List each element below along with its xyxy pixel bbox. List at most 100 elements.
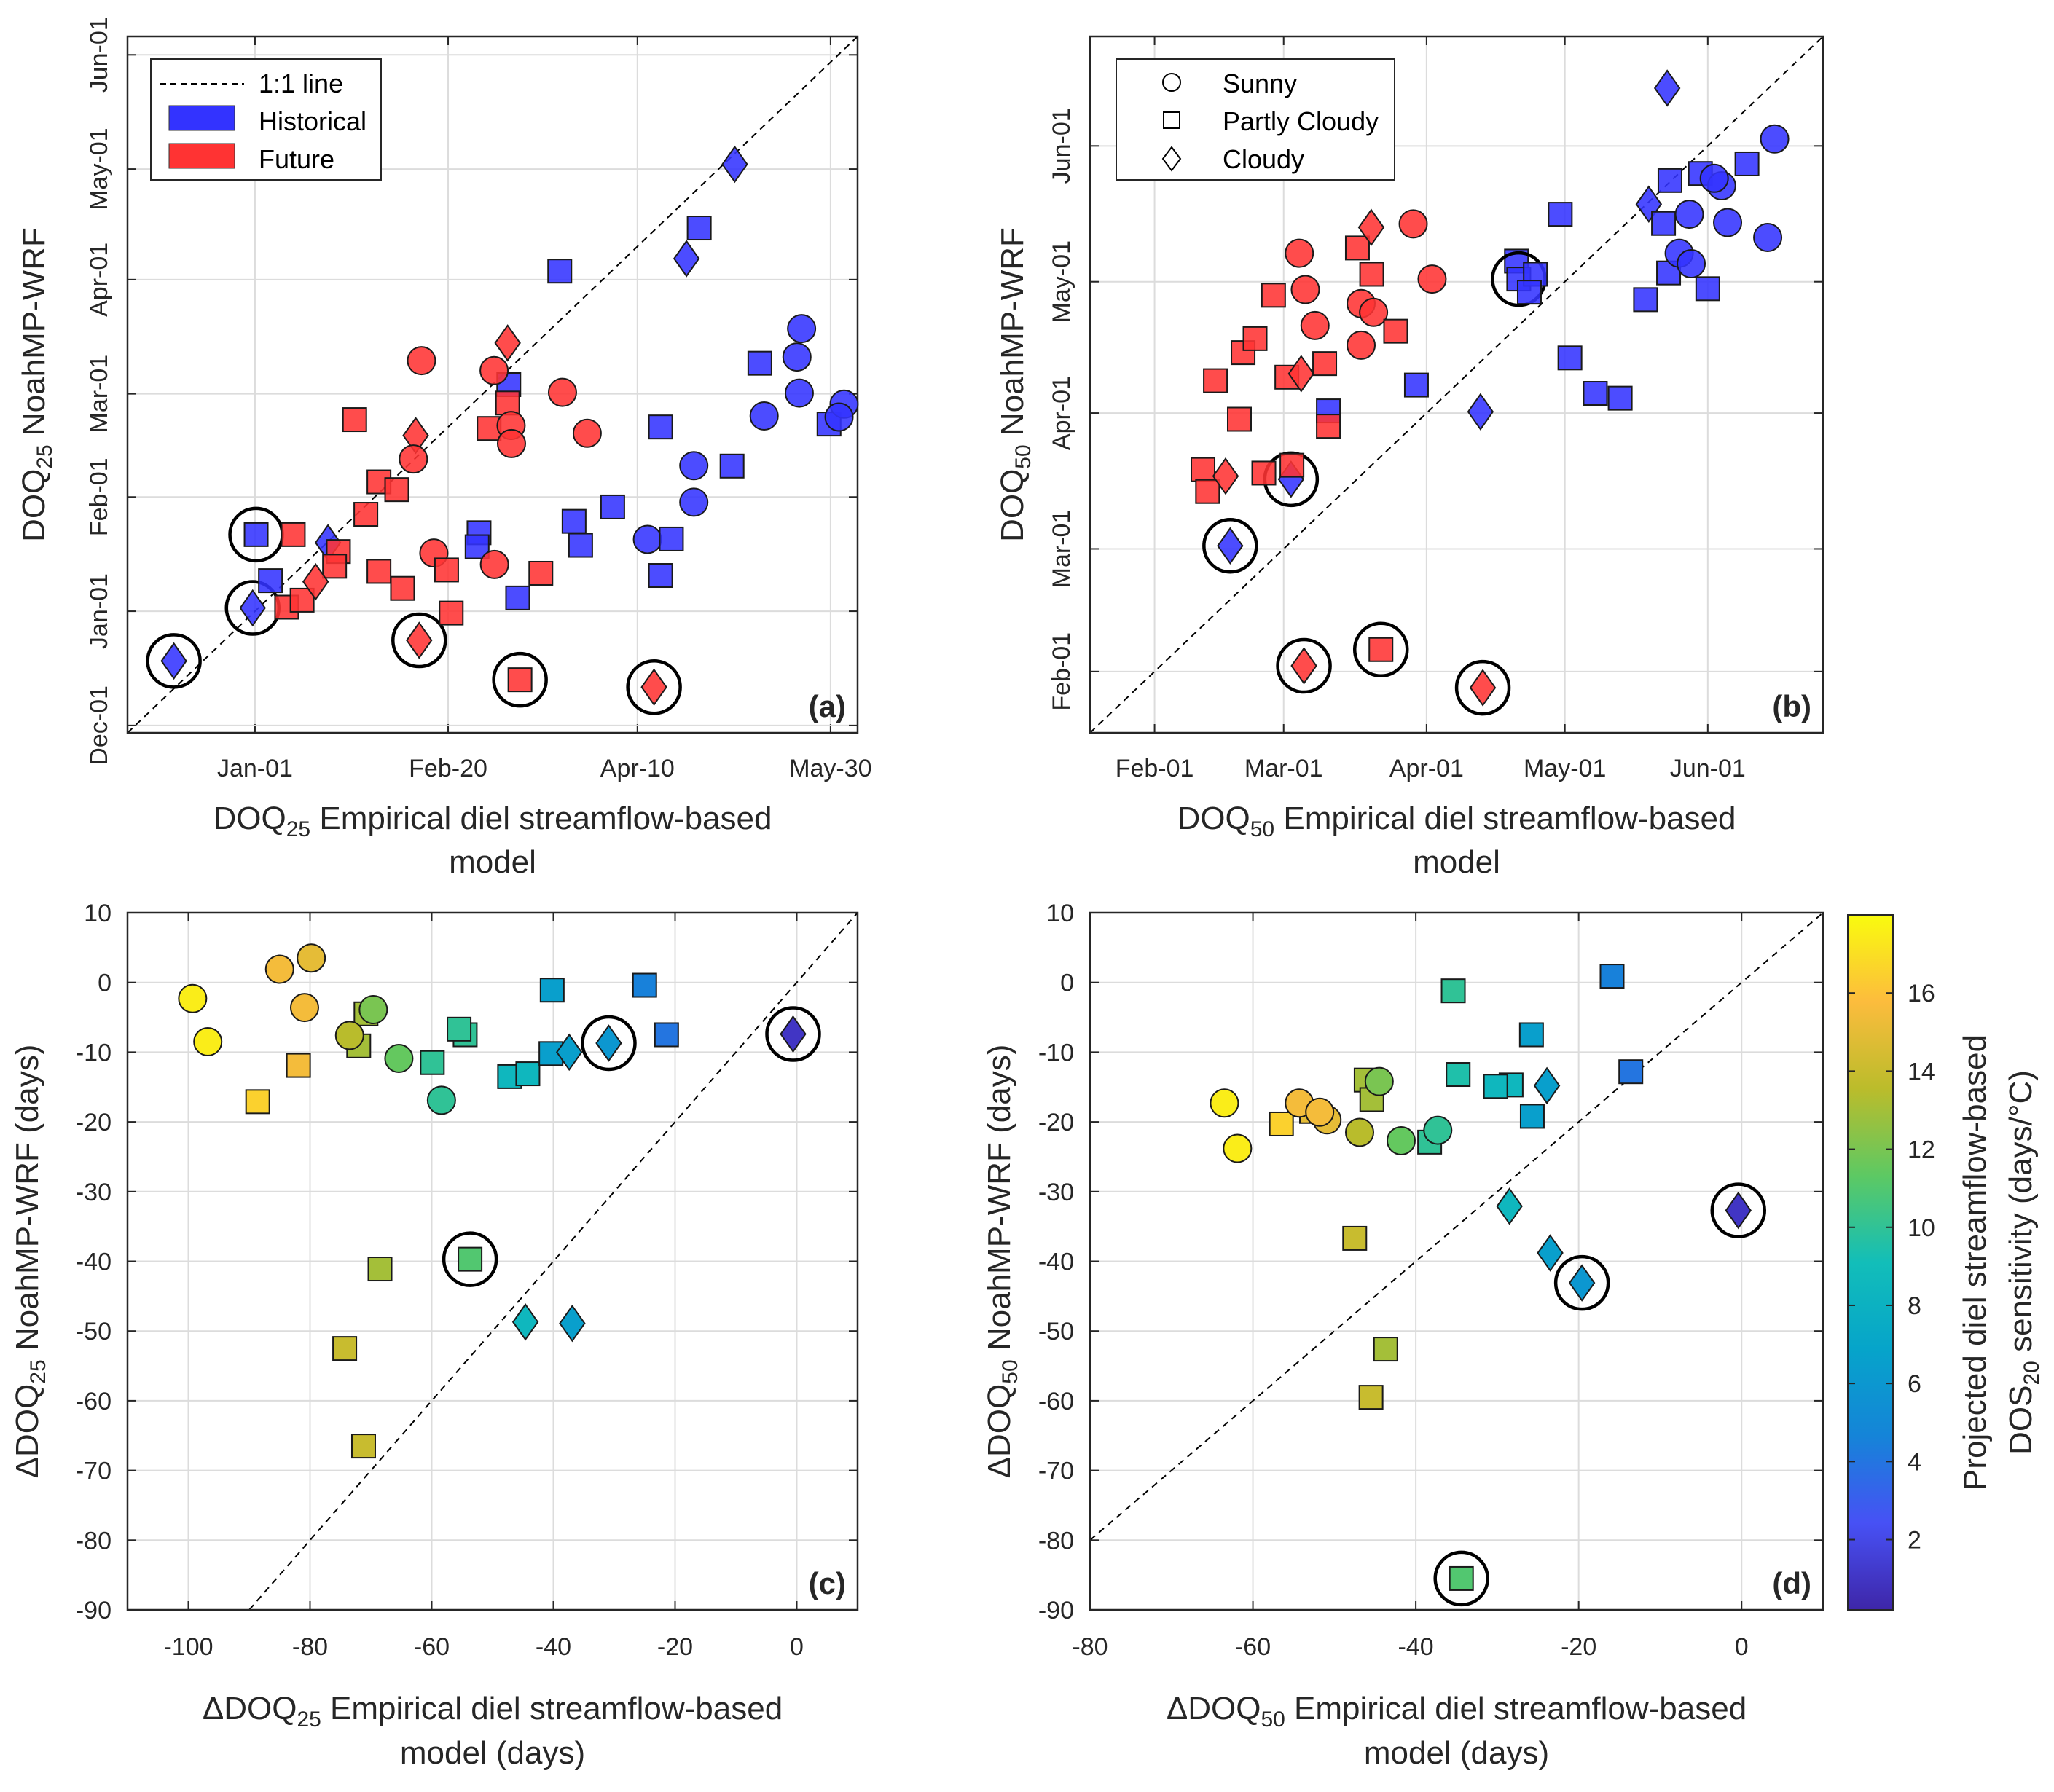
x-axis-label-main: ΔDOQ xyxy=(1167,1691,1261,1726)
circle-marker xyxy=(1417,264,1447,294)
square-marker xyxy=(289,587,315,613)
y-axis-label: DOQ50 NoahMP-WRF xyxy=(995,227,1035,542)
y-tick-label: -20 xyxy=(76,1109,111,1136)
x-axis-label-main: DOQ xyxy=(213,801,286,836)
diamond-marker xyxy=(406,621,433,659)
circle-marker xyxy=(426,1085,456,1115)
highlight-ring xyxy=(391,612,447,669)
square-marker xyxy=(1269,1111,1294,1136)
y-tick-label: -10 xyxy=(1038,1039,1074,1066)
highlight-ring xyxy=(1710,1182,1767,1238)
circle-marker xyxy=(679,451,709,481)
y-tick-label: -60 xyxy=(76,1388,111,1415)
x-axis-label-sub: 25 xyxy=(286,817,310,841)
x-axis-label-line2: model (days) xyxy=(400,1735,585,1771)
diamond-marker-icon xyxy=(1161,146,1182,172)
square-marker xyxy=(322,554,348,579)
y-tick-label: -30 xyxy=(76,1179,111,1206)
square-marker xyxy=(1607,385,1633,411)
square-marker xyxy=(686,216,712,241)
square-marker xyxy=(434,557,459,583)
y-axis-label-sub: 25 xyxy=(33,444,57,468)
y-tick-label: Mar-01 xyxy=(85,355,113,433)
square-marker xyxy=(515,1061,541,1087)
square-marker xyxy=(1226,406,1252,432)
square-marker xyxy=(1373,1337,1398,1362)
x-tick-label: -40 xyxy=(536,1633,571,1661)
square-marker xyxy=(1599,964,1625,989)
x-axis-label-line2: model (days) xyxy=(1364,1735,1549,1771)
diamond-marker xyxy=(1290,647,1317,685)
x-axis-label-sub: 50 xyxy=(1250,817,1274,841)
y-tick-label: -10 xyxy=(76,1039,111,1066)
legend-label: Future xyxy=(259,144,334,174)
square-marker xyxy=(528,560,554,586)
square-marker xyxy=(568,533,593,558)
y-axis-label-sub: 25 xyxy=(26,1359,50,1383)
legend-label: Cloudy xyxy=(1223,144,1304,174)
circle-marker xyxy=(1285,238,1314,268)
square-marker xyxy=(1312,351,1338,377)
x-axis-label-main: ΔDOQ xyxy=(203,1691,297,1726)
square-marker xyxy=(447,1016,472,1042)
circle-marker xyxy=(1344,1117,1374,1147)
square-marker xyxy=(1242,326,1268,351)
y-tick-label: Feb-01 xyxy=(1048,632,1075,711)
circle-marker xyxy=(547,377,577,407)
y-tick-label: 10 xyxy=(1046,900,1074,927)
circle-marker xyxy=(824,402,854,432)
y-axis-label-main: DOQ xyxy=(16,469,52,542)
square-marker xyxy=(1633,287,1658,313)
y-tick-label: -40 xyxy=(1038,1249,1074,1276)
square-marker xyxy=(1651,211,1677,236)
circle-marker xyxy=(1398,209,1428,239)
circle-marker xyxy=(1753,222,1783,252)
future-swatch xyxy=(168,143,235,169)
diamond-marker xyxy=(239,589,266,627)
square-marker xyxy=(1203,368,1228,393)
y-axis-label-sub: 50 xyxy=(998,1359,1022,1383)
historical-swatch xyxy=(168,105,235,131)
diamond-marker xyxy=(160,642,187,680)
highlight-ring xyxy=(1352,621,1409,678)
square-marker xyxy=(1342,1225,1368,1251)
x-axis-label-rest: Empirical diel streamflow-based xyxy=(1274,801,1736,836)
x-tick-label: Apr-01 xyxy=(1389,755,1464,782)
x-axis-label-rest: Empirical diel streamflow-based xyxy=(321,1691,783,1726)
circle-marker xyxy=(679,487,709,517)
y-tick-label: -70 xyxy=(1038,1458,1074,1485)
highlight-ring xyxy=(146,633,202,689)
y-tick-label: Apr-01 xyxy=(85,243,113,317)
square-marker xyxy=(1316,414,1341,439)
square-marker xyxy=(719,453,745,479)
diamond-marker xyxy=(1467,393,1494,431)
circle-marker xyxy=(1364,1066,1394,1096)
x-tick-label: 0 xyxy=(790,1633,804,1661)
one-to-one-line xyxy=(248,912,858,1611)
square-marker xyxy=(367,1257,393,1282)
highlight-ring xyxy=(1276,637,1332,694)
diamond-marker xyxy=(1537,1234,1564,1272)
square-marker xyxy=(547,259,573,284)
x-axis-label: ΔDOQ50 Empirical diel streamflow-based xyxy=(1167,1691,1747,1732)
square-marker xyxy=(1557,345,1583,371)
y-tick-label: -50 xyxy=(76,1318,111,1345)
colorbar-tick-label: 14 xyxy=(1908,1058,1935,1085)
x-tick-label: -20 xyxy=(657,1633,693,1661)
x-tick-label: Apr-10 xyxy=(600,755,675,782)
y-axis-label: ΔDOQ25 NoahMP-WRF (days) xyxy=(9,1045,50,1479)
circle-marker-icon xyxy=(1162,73,1181,92)
y-tick-label: -20 xyxy=(1038,1109,1074,1136)
square-marker xyxy=(507,667,533,693)
x-tick-label: -80 xyxy=(292,1633,328,1661)
panel-label: (b) xyxy=(1772,689,1811,723)
highlight-ring xyxy=(1202,518,1258,574)
axes-box xyxy=(1089,35,1824,734)
x-axis-label-rest: Empirical diel streamflow-based xyxy=(310,801,772,836)
y-axis-label-rest: NoahMP-WRF (days) xyxy=(9,1045,45,1360)
highlight-ring xyxy=(1553,1254,1610,1311)
circle-marker xyxy=(1305,1097,1335,1127)
circle-marker xyxy=(334,1021,364,1050)
square-marker xyxy=(561,508,587,534)
colorbar-label-line1: Projected diel streamflow-based xyxy=(1957,1034,1993,1490)
